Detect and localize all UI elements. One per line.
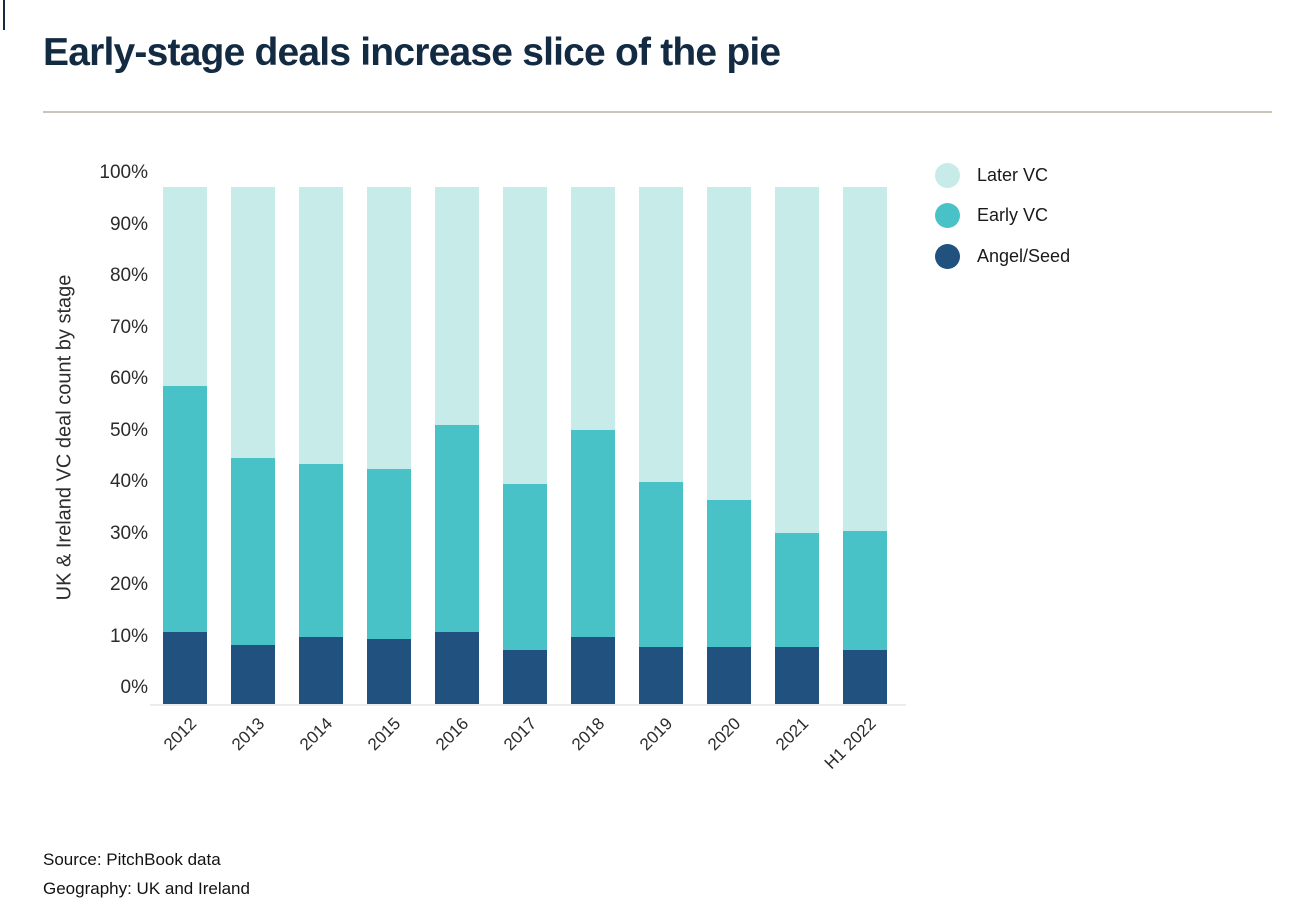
bar-column-h1-2022 [842,187,887,704]
x-axis-label-2021: 2021 [771,714,812,755]
bar-segment-later-vc [502,187,547,485]
bar-segment-angel-seed [638,647,683,704]
y-axis-tick-label: 40% [109,471,148,492]
bar-segment-later-vc [638,187,683,482]
bar-column-2020 [706,187,751,704]
x-axis-label-2014: 2014 [296,714,337,755]
bar-column-2018 [570,187,615,704]
legend-item-early-vc: Early VC [935,203,1070,229]
legend-swatch-angel-seed-icon [935,243,960,269]
y-axis-tick-label: 20% [109,574,148,595]
bar-segment-later-vc [298,187,343,464]
y-axis-tick-label: 80% [109,265,148,286]
y-axis-tick-label: 50% [109,419,148,441]
x-axis-label-2020: 2020 [703,714,745,755]
bar-segment-later-vc [706,187,751,500]
bar-segment-angel-seed [842,649,887,704]
legend-item-angel-seed: Angel/Seed [935,243,1070,269]
bar-column-2013 [230,187,275,704]
bar-segment-angel-seed [774,647,819,704]
title-divider [43,111,1272,113]
y-axis-tick-label: 90% [109,213,148,235]
legend-label: Later VC [977,164,1049,185]
bar-segment-early-vc [774,533,819,648]
bar-segment-angel-seed [706,647,751,704]
footer-notes: Source: PitchBook data Geography: UK and… [43,845,250,903]
bar-segment-angel-seed [570,636,615,704]
source-note: Source: PitchBook data [43,850,221,869]
y-axis-tick-label: 30% [109,522,148,544]
x-axis-label-2013: 2013 [228,714,269,755]
bar-column-2019 [638,187,683,704]
x-axis-label-2019: 2019 [635,714,677,755]
bar-segment-early-vc [570,429,615,637]
bar-segment-early-vc [434,424,479,632]
x-axis-line [150,704,906,706]
bar-column-2014 [298,187,343,704]
x-axis-label-2012: 2012 [160,714,201,755]
y-axis-tick-label: 10% [109,625,148,647]
bar-segment-angel-seed [230,644,275,704]
legend-label: Angel/Seed [977,245,1071,266]
bar-segment-angel-seed [366,639,411,704]
bar-segment-angel-seed [502,649,547,704]
bar-segment-early-vc [230,458,275,645]
bar-segment-early-vc [502,484,547,650]
legend-swatch-later-vc-icon [935,162,960,188]
x-axis-label-2017: 2017 [500,714,541,755]
bar-segment-early-vc [706,499,751,648]
bar-segment-early-vc [638,481,683,648]
geography-note: Geography: UK and Ireland [43,879,250,898]
bar-segment-later-vc [570,187,615,430]
bar-segment-later-vc [774,187,819,534]
bar-segment-early-vc [366,468,411,640]
bar-segment-later-vc [230,187,275,459]
bar-column-2017 [502,187,547,704]
x-axis-label-h1-2022: H1 2022 [821,714,880,773]
bar-segment-angel-seed [163,631,207,704]
bar-segment-angel-seed [298,636,343,704]
x-axis-label-2016: 2016 [432,714,473,755]
bar-column-2012 [163,187,207,704]
bar-segment-early-vc [298,463,343,637]
y-axis-tick-label: 100% [99,162,148,183]
bar-segment-later-vc [434,187,479,425]
bar-segment-angel-seed [434,631,479,704]
legend-swatch-early-vc-icon [935,203,960,228]
legend: Later VC Early VC Angel/Seed [935,162,1070,284]
x-axis-label-2018: 2018 [567,714,609,755]
legend-label: Early VC [977,205,1049,225]
bar-segment-later-vc [366,187,411,469]
legend-item-later-vc: Later VC [935,162,1070,188]
y-axis-tick-label: 70% [109,316,148,338]
bar-segment-later-vc [842,187,887,531]
y-axis-tick-label: 0% [120,677,148,698]
left-edge-sliver [3,0,5,30]
bar-segment-early-vc [163,386,207,632]
bar-segment-later-vc [163,187,207,387]
bar-column-2021 [774,187,819,704]
page-title: Early-stage deals increase slice of the … [43,31,781,74]
bar-segment-early-vc [842,530,887,650]
bar-column-2015 [366,187,411,704]
y-axis-tick-label: 60% [109,368,148,389]
bar-column-2016 [434,187,479,704]
x-axis-label-2015: 2015 [364,714,405,755]
